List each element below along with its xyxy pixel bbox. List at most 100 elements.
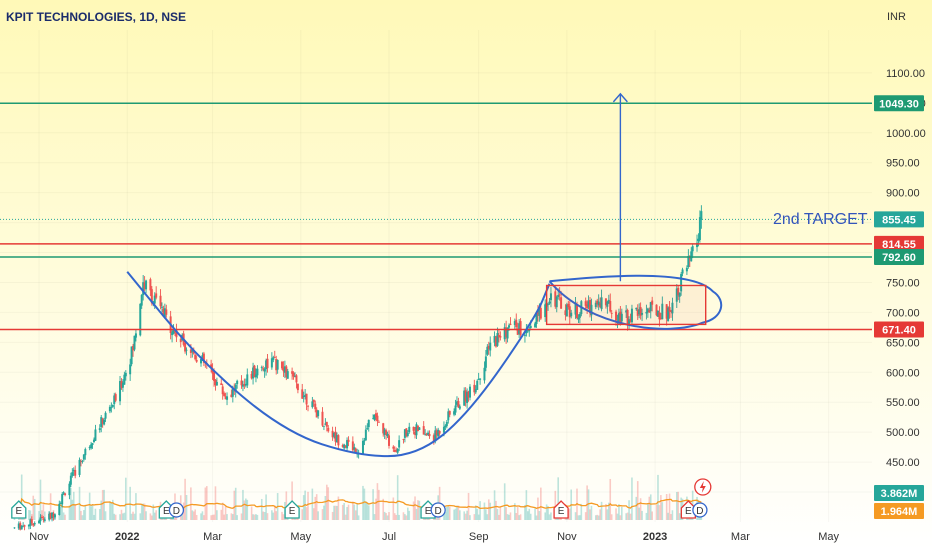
volume-bar: [347, 504, 350, 520]
candle-body: [403, 429, 406, 438]
volume-bar: [448, 506, 451, 520]
volume-bar: [446, 506, 448, 520]
candle-body: [496, 333, 499, 346]
volume-bar: [605, 504, 607, 520]
volume-bar: [192, 511, 195, 520]
candle-body: [610, 313, 613, 314]
y-tick-label: 1100.00: [886, 68, 925, 80]
volume-bar: [407, 507, 409, 520]
candle-body: [322, 425, 325, 427]
candle-body: [395, 450, 398, 452]
volume-bar: [28, 509, 30, 520]
volume-bar: [464, 513, 467, 520]
volume-bar: [655, 504, 658, 520]
volume-bar: [344, 514, 347, 520]
candle-body: [211, 369, 214, 374]
volume-bar: [71, 499, 74, 520]
candle-body: [291, 371, 294, 374]
volume-bar: [343, 503, 345, 520]
candle-body: [466, 392, 469, 404]
candle-body: [648, 310, 651, 313]
candle-body: [90, 444, 93, 449]
candle-body: [119, 381, 122, 402]
candle-body: [567, 303, 570, 308]
candle-body: [671, 302, 674, 314]
earnings-marker[interactable]: [11, 500, 27, 519]
volume-badge: [874, 503, 924, 519]
volume-bar: [392, 497, 395, 520]
candle-body: [61, 494, 64, 505]
volume-bar: [250, 506, 253, 520]
volume-bar: [527, 511, 529, 520]
x-tick-label: Sep: [469, 531, 489, 543]
volume-bar: [626, 512, 629, 520]
event-marker-letter: E: [425, 506, 432, 517]
candle-body: [587, 301, 590, 307]
candle-body: [353, 447, 356, 450]
volume-bar: [597, 515, 600, 520]
earnings-marker[interactable]: [553, 500, 569, 519]
candle-body: [454, 405, 457, 413]
volume-bar: [373, 514, 376, 520]
volume-bar: [282, 514, 285, 520]
volume-bar: [457, 505, 460, 520]
candle-body: [22, 525, 25, 527]
candle-body: [236, 380, 239, 385]
candle-body: [344, 445, 347, 448]
dividend-marker[interactable]: [430, 502, 446, 518]
candle-body: [210, 364, 213, 368]
volume-bar: [608, 502, 610, 520]
candle-body: [468, 386, 471, 398]
volume-bar: [271, 510, 273, 520]
volume-bar: [580, 503, 583, 520]
volume-bar: [599, 509, 601, 520]
candle-body: [536, 310, 539, 315]
candle-body: [68, 483, 71, 496]
x-tick-label: Nov: [29, 531, 49, 543]
volume-bar: [515, 513, 518, 520]
candle-body: [402, 439, 405, 440]
candle-body: [98, 428, 101, 430]
volume-bar: [636, 481, 639, 520]
earnings-marker[interactable]: [284, 500, 300, 519]
volume-bar: [42, 504, 45, 520]
x-tick-label: Mar: [203, 531, 222, 543]
volume-bar: [232, 514, 234, 520]
volume-bar: [606, 509, 609, 520]
volume-bar: [84, 504, 87, 520]
candle-body: [479, 378, 482, 380]
candle-body: [215, 381, 218, 386]
candle-body: [691, 246, 694, 252]
candle-body: [638, 309, 641, 315]
volume-bar: [44, 511, 46, 520]
volume-bar: [110, 502, 113, 520]
volume-bar: [447, 505, 450, 520]
volume-bar: [453, 509, 455, 520]
candle-body: [20, 525, 23, 530]
candle-body: [334, 431, 337, 442]
volume-bar: [94, 508, 97, 520]
y-tick-label: 700.00: [886, 307, 920, 319]
volume-bar: [119, 514, 121, 520]
volume-bar: [285, 491, 288, 520]
dividend-marker[interactable]: [168, 502, 185, 518]
dividend-marker[interactable]: [692, 502, 708, 518]
volume-bar: [315, 494, 318, 520]
candle-body: [434, 430, 437, 442]
volume-bar: [476, 508, 479, 520]
candle-body: [276, 359, 279, 370]
volume-bar: [499, 506, 502, 520]
volume-bar: [587, 489, 590, 520]
volume-bar: [393, 513, 396, 520]
volume-bar: [133, 513, 136, 520]
candle-body: [113, 395, 116, 405]
candle-body: [52, 513, 55, 518]
volume-bar: [668, 493, 671, 520]
candle-body: [687, 256, 690, 267]
volume-bar: [211, 514, 214, 520]
y-tick-label: 650.00: [886, 337, 920, 349]
candle-body: [658, 312, 661, 320]
candle-body: [424, 433, 427, 435]
